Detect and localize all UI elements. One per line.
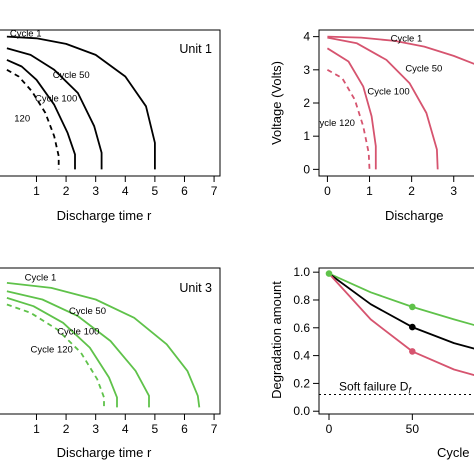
- degradation-x-axis-label: Cycle: [437, 445, 470, 460]
- unit2-y-tick-label: 0: [303, 162, 310, 176]
- unit3-x-tick-label: 3: [92, 422, 99, 436]
- degradation-point-green: [409, 303, 416, 311]
- unit1-x-tick-label: 5: [152, 184, 159, 198]
- degradation-y-tick-label: 0.6: [293, 321, 310, 335]
- unit3-series-line: [6, 282, 201, 408]
- unit3-x-tick-label: 2: [63, 422, 70, 436]
- soft-failure-subscript: f: [408, 386, 412, 396]
- unit1-series-label: Cycle 1: [10, 29, 42, 40]
- unit3-series-line: [6, 303, 105, 408]
- unit3-series-label: Cycle 1: [25, 273, 57, 284]
- unit1-x-tick-label: 1: [33, 184, 40, 198]
- degradation-series-line-black: [328, 272, 474, 350]
- unit3-series-line: [6, 290, 150, 408]
- unit2-frame: [318, 29, 474, 177]
- unit1-x-tick-label: 2: [63, 184, 70, 198]
- unit1-frame: [0, 29, 221, 177]
- unit3-series-label: Cycle 120: [31, 345, 73, 356]
- unit2-y-tick-label: 3: [303, 63, 310, 77]
- unit2-y-tick-label: 1: [303, 129, 310, 143]
- unit2-x-tick-label: 1: [366, 184, 373, 198]
- unit1-series-label: 120: [14, 113, 30, 124]
- unit3-plot-area: Cycle 1 Cycle 50 Cycle 100 Cycle 120 1 2 3 4 5 6 7: [6, 273, 218, 436]
- unit3-title: Unit 3: [179, 281, 212, 295]
- unit1-series-label: Cycle 100: [35, 93, 77, 104]
- degradation-y-tick-label: 0.4: [293, 349, 310, 363]
- unit2-series-group: Cycle 1 Cycle 50 Cycle 100 Cycle 120: [313, 34, 474, 170]
- unit3-x-tick-label: 1: [33, 422, 40, 436]
- unit3-x-tick-label: 4: [122, 422, 129, 436]
- unit1-x-tick-label: 3: [92, 184, 99, 198]
- unit2-x-tick-label: 3: [450, 184, 457, 198]
- unit2-series-label: Cycle 1: [391, 34, 423, 45]
- unit2-series-line: [326, 69, 371, 170]
- unit1-x-tick-label: 7: [211, 184, 218, 198]
- unit1-series-line: [6, 69, 60, 170]
- unit1-series-line: [6, 47, 103, 170]
- panel-unit3: Cycle 1 Cycle 50 Cycle 100 Cycle 120 1 2 3 4 5 6 7…: [0, 267, 221, 460]
- unit2-series-label: Cycle 100: [367, 87, 409, 98]
- unit3-frame: [0, 267, 221, 415]
- unit3-series-line: [6, 297, 118, 408]
- unit1-x-tick-label: 4: [122, 184, 129, 198]
- unit1-series-line: [6, 59, 76, 170]
- degradation-y-tick-label: 0.0: [293, 404, 310, 418]
- degradation-point-red: [409, 348, 416, 355]
- degradation-x-tick-label: 50: [406, 422, 420, 436]
- unit1-series-group: Cycle 1 Cycle 50 Cycle 100 120: [6, 29, 156, 170]
- panel-unit1: Cycle 1 Cycle 50 Cycle 100 120 1 2 3 4 5 6 7 Unit …: [0, 29, 221, 223]
- unit3-x-tick-label: 6: [181, 422, 188, 436]
- degradation-y-tick-label: 0.8: [293, 293, 310, 307]
- panel-unit2: Cycle 1 Cycle 50 Cycle 100 Cycle 120 0 1 2 3 0 1 2…: [269, 29, 474, 223]
- unit1-plot-area: Cycle 1 Cycle 50 Cycle 100 120 1 2 3 4 5 6 7: [6, 29, 218, 198]
- degradation-x-tick-label: 0: [326, 422, 333, 436]
- unit3-series-label: Cycle 100: [57, 326, 99, 337]
- unit2-x-axis-label: Discharge: [385, 208, 444, 223]
- degradation-point-green: [325, 270, 333, 277]
- unit3-x-tick-label: 7: [211, 422, 218, 436]
- unit2-x-tick-label: 0: [324, 184, 331, 198]
- unit3-series-group: Cycle 1 Cycle 50 Cycle 100 Cycle 120: [6, 273, 201, 408]
- unit2-series-line: [327, 36, 439, 170]
- unit3-series-label: Cycle 50: [69, 306, 106, 317]
- unit2-y-tick-label: 2: [303, 96, 310, 110]
- degradation-y-tick-label: 0.2: [293, 376, 310, 390]
- degradation-y-tick-label: 1.0: [293, 265, 310, 279]
- degradation-series-line-green: [328, 272, 474, 326]
- unit2-series-label: Cycle 50: [405, 63, 442, 74]
- soft-failure-label: Soft failure Df: [339, 380, 412, 396]
- degradation-series-group: Soft failure Df: [319, 270, 474, 396]
- degradation-y-axis-label: Degradation amount: [269, 281, 284, 399]
- unit2-series-line: [327, 35, 474, 65]
- degradation-frame: [318, 267, 474, 415]
- unit1-series-label: Cycle 50: [53, 70, 90, 81]
- unit1-series-line: [6, 35, 156, 170]
- unit2-series-label: Cycle 120: [313, 118, 355, 129]
- unit2-plot-area: Cycle 1 Cycle 50 Cycle 100 Cycle 120 0 1 2 3 0 1 2…: [303, 30, 474, 198]
- unit1-x-tick-label: 6: [181, 184, 188, 198]
- unit2-y-axis-label: Voltage (Volts): [269, 61, 284, 145]
- unit3-x-axis-label: Discharge time r: [57, 445, 152, 460]
- degradation-point-black: [409, 323, 416, 331]
- unit3-x-tick-label: 5: [152, 422, 159, 436]
- degradation-plot-area: Soft failure Df 0 50 0.0 0.2 0.4 0.6 0.8 1.0: [293, 265, 474, 436]
- panel-degradation: Soft failure Df 0 50 0.0 0.2 0.4 0.6 0.8 1.0 Cyc…: [269, 265, 474, 460]
- unit2-series-line: [326, 47, 377, 170]
- unit2-y-tick-label: 4: [303, 30, 310, 44]
- unit2-x-tick-label: 2: [408, 184, 415, 198]
- unit1-title: Unit 1: [179, 42, 212, 56]
- unit1-x-axis-label: Discharge time r: [57, 208, 152, 223]
